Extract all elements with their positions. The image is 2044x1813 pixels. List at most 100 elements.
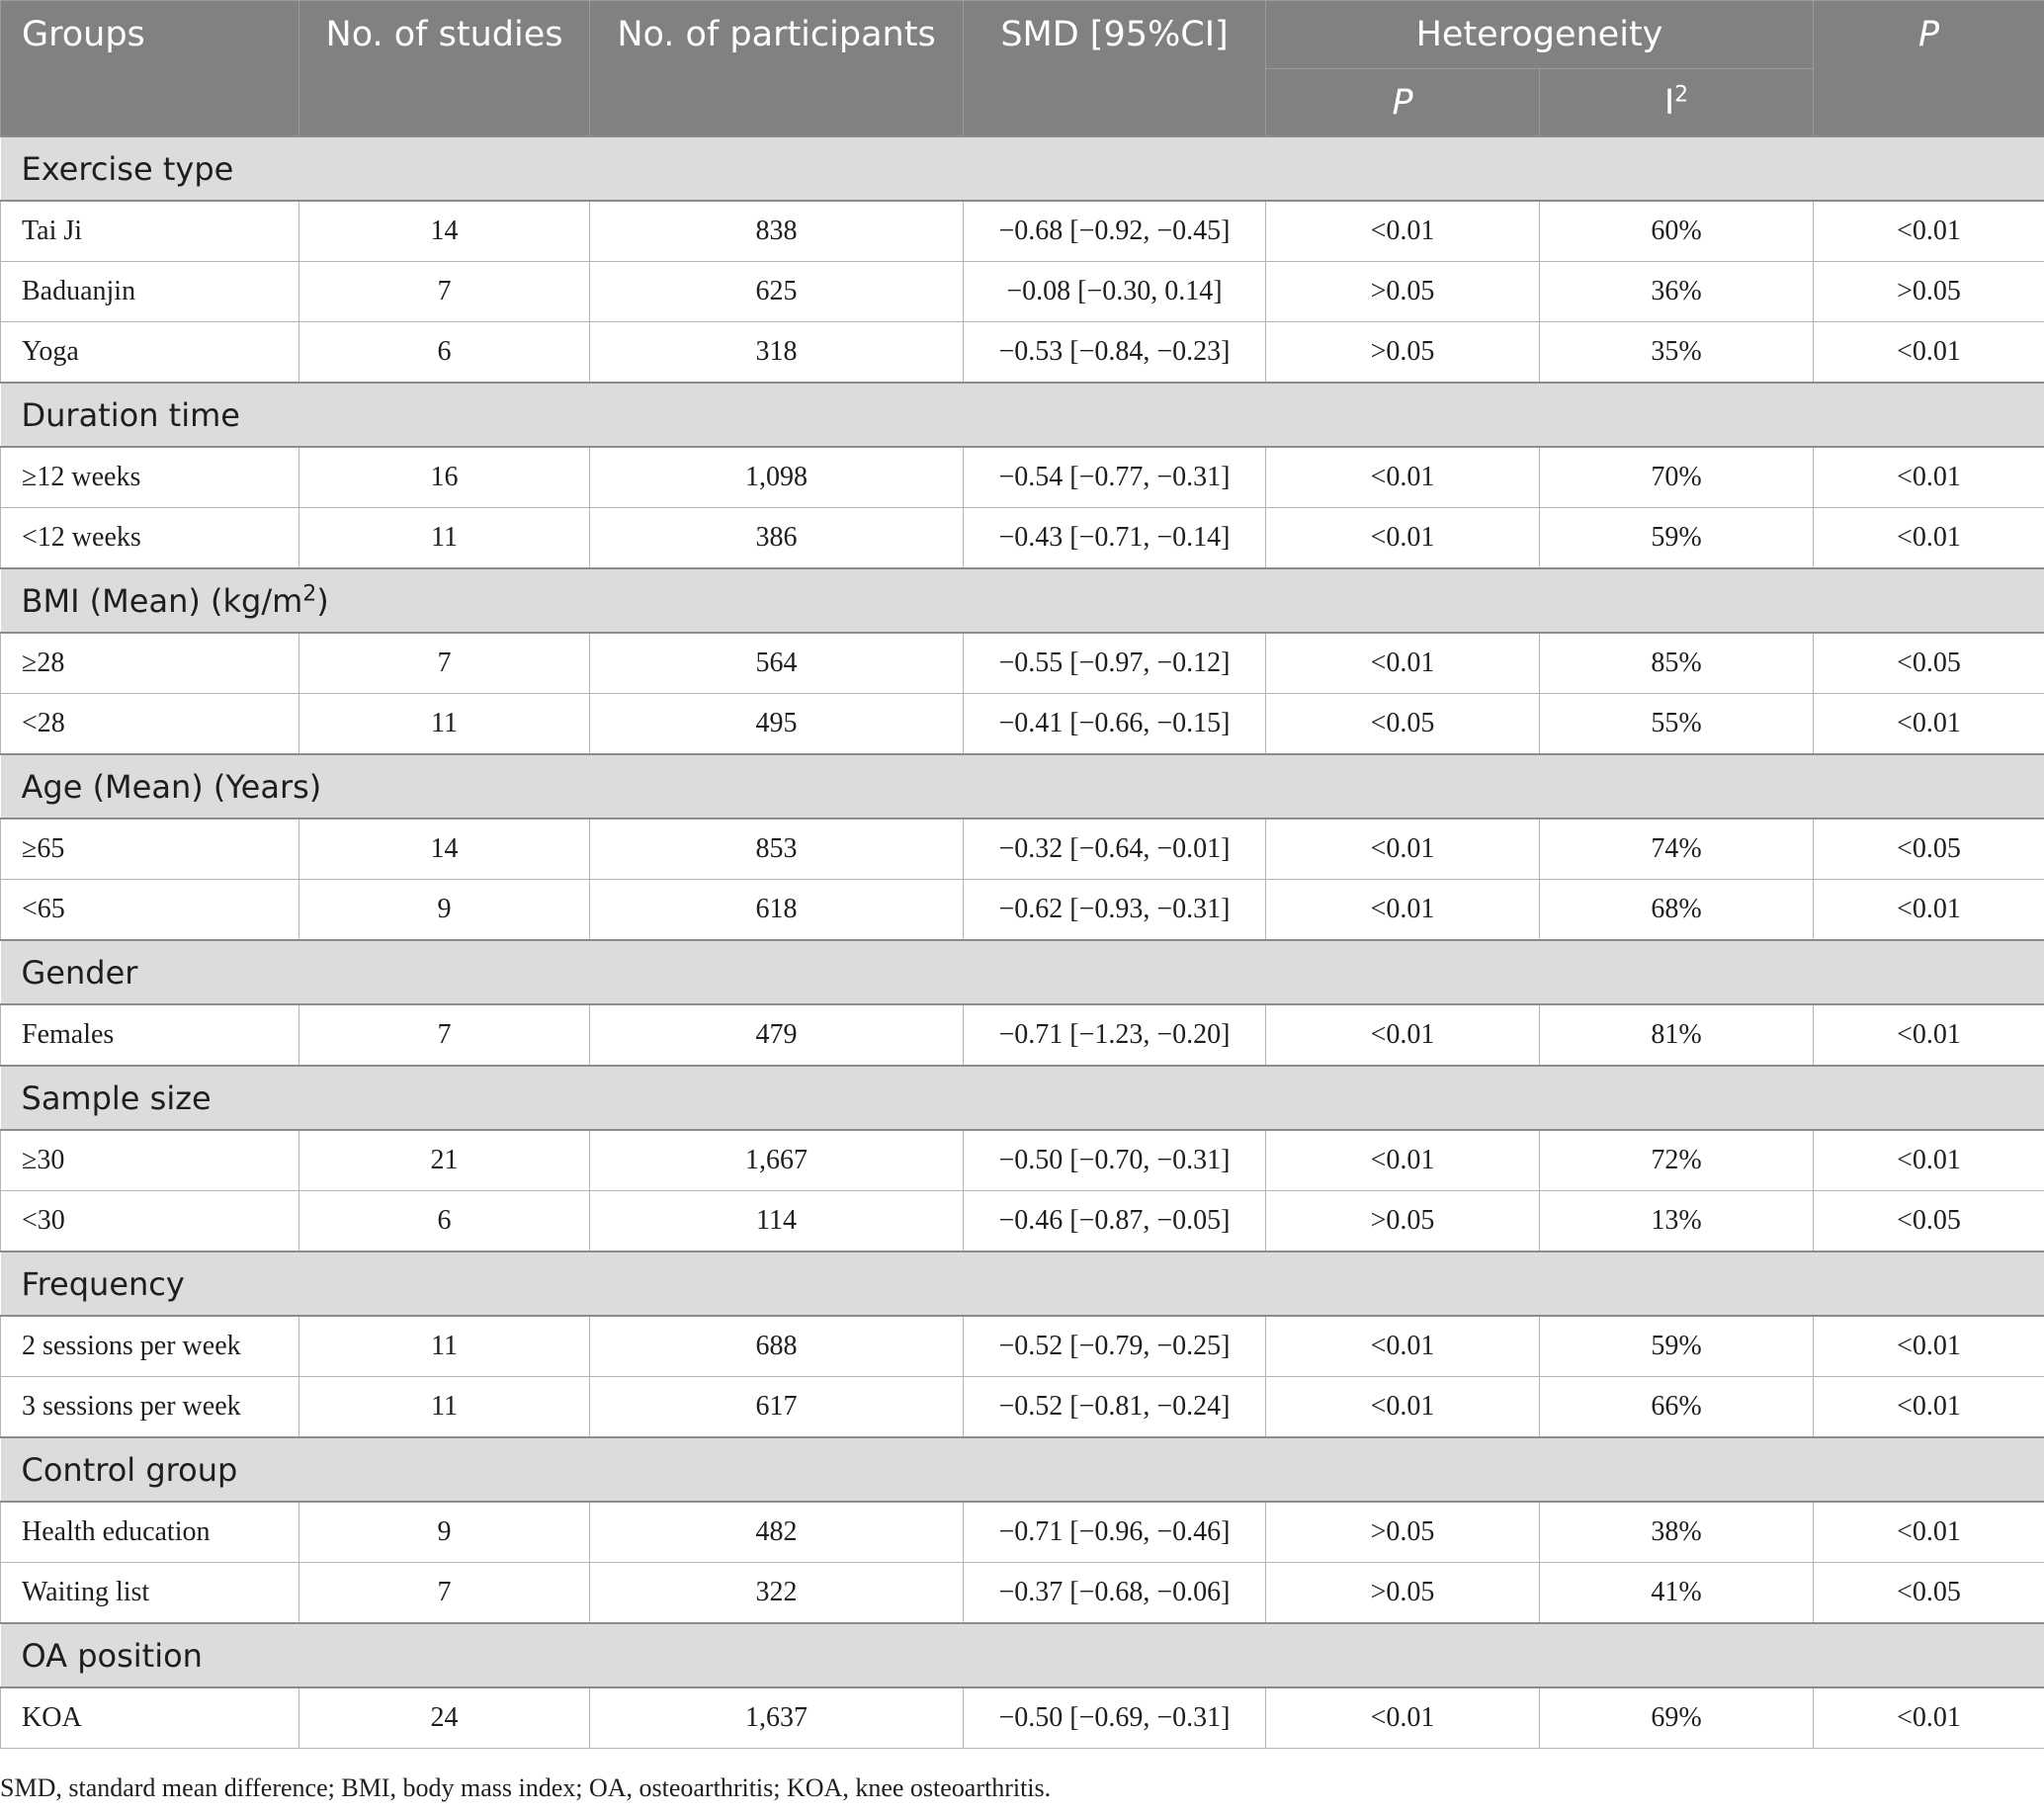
table-row: <65 9 618 −0.62 [−0.93, −0.31] <0.01 68% <0.01 — [0, 879, 2044, 941]
cell-participants: 1,667 — [589, 1129, 964, 1191]
cell-p: <0.01 — [1813, 1376, 2044, 1438]
cell-i2: 35% — [1539, 321, 1814, 384]
cell-smd: −0.46 [−0.87, −0.05] — [963, 1190, 1266, 1252]
cell-p: <0.05 — [1813, 632, 2044, 694]
cell-participants: 479 — [589, 1003, 964, 1067]
section-label: Sample size — [0, 1065, 2044, 1131]
cell-group: Tai Ji — [0, 200, 299, 262]
table-footnote: SMD, standard mean difference; BMI, body… — [0, 1773, 1052, 1802]
cell-i2: 38% — [1539, 1501, 1814, 1563]
cell-p: <0.01 — [1813, 200, 2044, 262]
cell-p: <0.01 — [1813, 1003, 2044, 1067]
cell-i2: 68% — [1539, 879, 1814, 941]
cell-i2: 85% — [1539, 632, 1814, 694]
section-label: Control group — [0, 1436, 2044, 1503]
cell-het-p: <0.01 — [1265, 1686, 1540, 1749]
cell-studies: 6 — [298, 321, 590, 384]
table-row: Health education 9 482 −0.71 [−0.96, −0.46]… — [0, 1501, 2044, 1563]
table-row: ≥65 14 853 −0.32 [−0.64, −0.01] <0.01 74% <0.0… — [0, 818, 2044, 880]
section-label-suffix: ) — [316, 581, 329, 620]
section-label: BMI (Mean) (kg/m2) — [0, 567, 2044, 634]
cell-het-p: <0.01 — [1265, 879, 1540, 941]
section-row: Gender — [0, 939, 2044, 1005]
cell-smd: −0.32 [−0.64, −0.01] — [963, 818, 1266, 880]
cell-het-p: >0.05 — [1265, 1501, 1540, 1563]
cell-smd: −0.68 [−0.92, −0.45] — [963, 200, 1266, 262]
subgroup-analysis-table: Groups No. of studies No. of participant… — [0, 0, 2044, 1749]
header-heterogeneity: Heterogeneity — [1265, 0, 1814, 69]
cell-het-p: <0.01 — [1265, 632, 1540, 694]
cell-smd: −0.43 [−0.71, −0.14] — [963, 507, 1266, 569]
table-row: 3 sessions per week 11 617 −0.52 [−0.81, −0… — [0, 1376, 2044, 1438]
cell-i2: 36% — [1539, 261, 1814, 322]
cell-participants: 564 — [589, 632, 964, 694]
table-row: ≥28 7 564 −0.55 [−0.97, −0.12] <0.01 85% <0.05 — [0, 632, 2044, 694]
table-row: ≥30 21 1,667 −0.50 [−0.70, −0.31] <0.01 72% <0… — [0, 1129, 2044, 1191]
cell-studies: 11 — [298, 693, 590, 755]
cell-p: <0.01 — [1813, 446, 2044, 508]
cell-het-p: <0.01 — [1265, 1129, 1540, 1191]
cell-het-p: >0.05 — [1265, 321, 1540, 384]
cell-smd: −0.71 [−0.96, −0.46] — [963, 1501, 1266, 1563]
cell-group: <12 weeks — [0, 507, 299, 569]
cell-smd: −0.55 [−0.97, −0.12] — [963, 632, 1266, 694]
table-row: Baduanjin 7 625 −0.08 [−0.30, 0.14] >0.05 36%… — [0, 261, 2044, 322]
cell-studies: 16 — [298, 446, 590, 508]
header-het-p: P — [1265, 68, 1540, 137]
cell-het-p: <0.01 — [1265, 200, 1540, 262]
cell-participants: 1,637 — [589, 1686, 964, 1749]
section-label-text: OA position — [21, 1636, 203, 1675]
cell-participants: 482 — [589, 1501, 964, 1563]
cell-i2: 55% — [1539, 693, 1814, 755]
cell-participants: 618 — [589, 879, 964, 941]
cell-het-p: <0.01 — [1265, 818, 1540, 880]
table-row: ≥12 weeks 16 1,098 −0.54 [−0.77, −0.31] <0.0… — [0, 446, 2044, 508]
cell-smd: −0.71 [−1.23, −0.20] — [963, 1003, 1266, 1067]
cell-participants: 322 — [589, 1562, 964, 1624]
cell-group: KOA — [0, 1686, 299, 1749]
table-row: Yoga 6 318 −0.53 [−0.84, −0.23] >0.05 35% <0.0… — [0, 321, 2044, 384]
cell-smd: −0.54 [−0.77, −0.31] — [963, 446, 1266, 508]
cell-studies: 11 — [298, 1315, 590, 1377]
cell-het-p: <0.01 — [1265, 446, 1540, 508]
cell-p: <0.01 — [1813, 1686, 2044, 1749]
cell-participants: 838 — [589, 200, 964, 262]
section-row: Control group — [0, 1436, 2044, 1503]
section-label: Gender — [0, 939, 2044, 1005]
section-row: Sample size — [0, 1065, 2044, 1131]
cell-i2: 59% — [1539, 507, 1814, 569]
cell-i2: 13% — [1539, 1190, 1814, 1252]
cell-i2: 70% — [1539, 446, 1814, 508]
cell-group: Baduanjin — [0, 261, 299, 322]
cell-smd: −0.41 [−0.66, −0.15] — [963, 693, 1266, 755]
section-row: Exercise type — [0, 135, 2044, 202]
cell-studies: 9 — [298, 879, 590, 941]
cell-participants: 1,098 — [589, 446, 964, 508]
cell-group: <65 — [0, 879, 299, 941]
cell-smd: −0.52 [−0.79, −0.25] — [963, 1315, 1266, 1377]
header-het-i-sup: 2 — [1674, 82, 1689, 108]
cell-studies: 21 — [298, 1129, 590, 1191]
cell-participants: 625 — [589, 261, 964, 322]
table-row: <28 11 495 −0.41 [−0.66, −0.15] <0.05 55% <0.0… — [0, 693, 2044, 755]
table-row: <12 weeks 11 386 −0.43 [−0.71, −0.14] <0.01 5… — [0, 507, 2044, 569]
cell-het-p: >0.05 — [1265, 1562, 1540, 1624]
cell-het-p: <0.01 — [1265, 1315, 1540, 1377]
section-label: OA position — [0, 1622, 2044, 1688]
cell-studies: 6 — [298, 1190, 590, 1252]
section-label-text: Sample size — [21, 1079, 212, 1117]
header-studies: No. of studies — [298, 0, 590, 137]
section-label: Duration time — [0, 382, 2044, 448]
section-row: Duration time — [0, 382, 2044, 448]
header-participants: No. of participants — [589, 0, 964, 137]
cell-i2: 69% — [1539, 1686, 1814, 1749]
cell-p: <0.05 — [1813, 1190, 2044, 1252]
section-label: Exercise type — [0, 135, 2044, 202]
cell-i2: 41% — [1539, 1562, 1814, 1624]
cell-p: <0.01 — [1813, 1501, 2044, 1563]
cell-p: >0.05 — [1813, 261, 2044, 322]
header-het-i2: I2 — [1539, 68, 1814, 137]
header-groups: Groups — [0, 0, 299, 137]
cell-group: Waiting list — [0, 1562, 299, 1624]
